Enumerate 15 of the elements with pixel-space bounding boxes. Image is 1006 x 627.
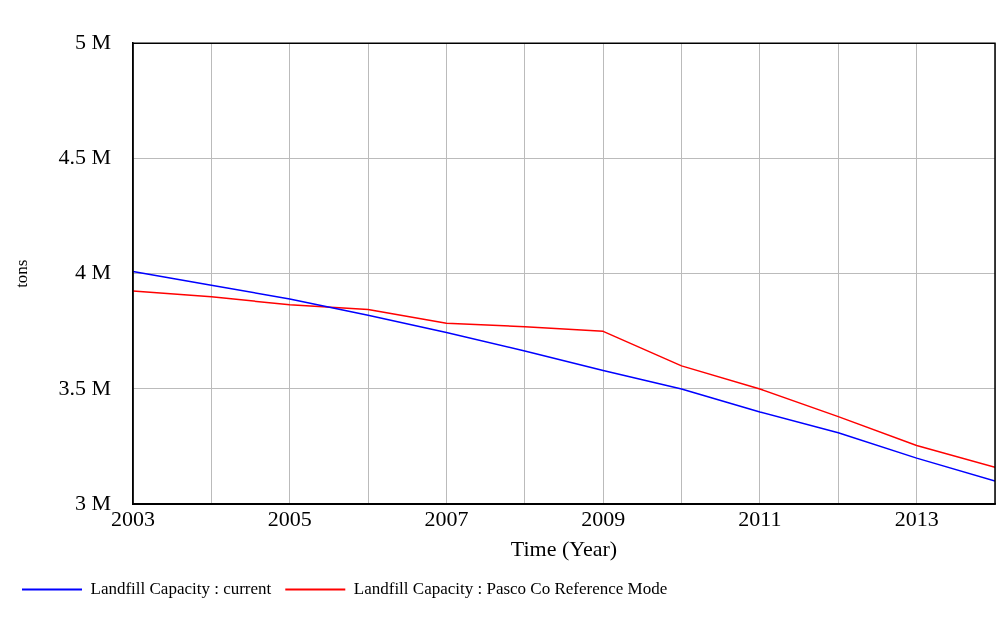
legend-label: Landfill Capacity : current: [90, 578, 272, 598]
x-tick-label: 2005: [267, 506, 312, 532]
x-tick-label: 2013: [894, 506, 939, 532]
x-tick-label: 2009: [581, 506, 626, 532]
legend-label: Landfill Capacity : Pasco Co Reference Mode: [353, 578, 668, 598]
y-tick-label: 4 M: [74, 259, 111, 285]
y-tick-label: 5 M: [74, 28, 111, 54]
x-tick-label: 2007: [424, 506, 469, 532]
x-tick-label: 2011: [738, 506, 782, 532]
y-tick-label: 3.5 M: [58, 374, 111, 400]
x-tick-label: 2003: [110, 506, 155, 532]
y-tick-label: 4.5 M: [58, 144, 111, 170]
y-axis-title: tons: [11, 259, 31, 288]
y-tick-label: 3 M: [74, 489, 111, 515]
x-axis-title: Time (Year): [510, 535, 618, 561]
